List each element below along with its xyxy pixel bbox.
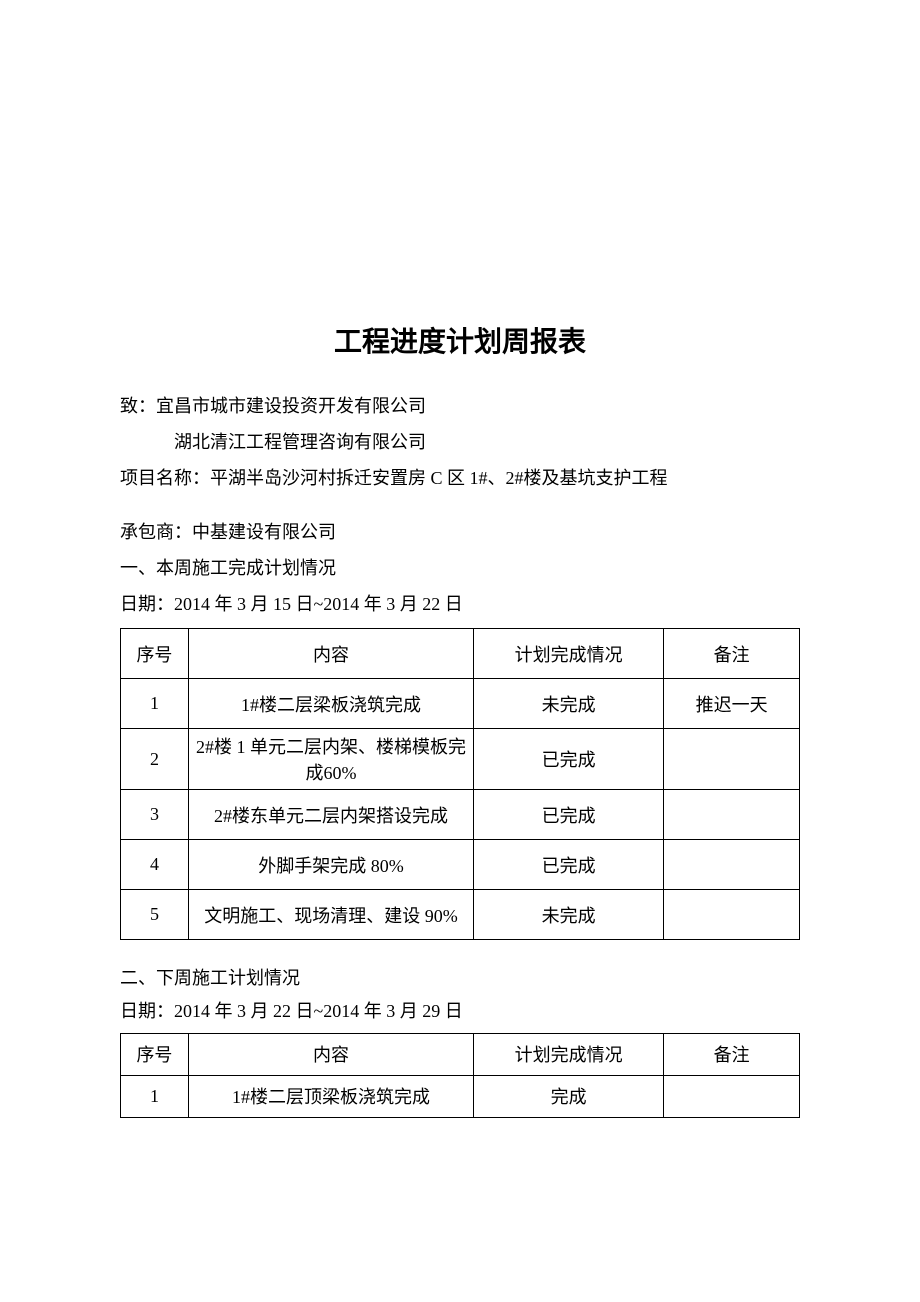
recipient-line-2: 湖北清江工程管理咨询有限公司 <box>120 424 800 460</box>
cell-status: 未完成 <box>474 890 664 940</box>
cell-seq: 3 <box>121 790 189 840</box>
col-header-status: 计划完成情况 <box>474 629 664 679</box>
col-header-content: 内容 <box>188 629 473 679</box>
section2-title: 二、下周施工计划情况 <box>120 964 800 993</box>
table-header-row: 序号 内容 计划完成情况 备注 <box>121 629 800 679</box>
contractor-label: 承包商： <box>120 522 192 542</box>
table-row: 1 1#楼二层梁板浇筑完成 未完成 推迟一天 <box>121 679 800 729</box>
cell-seq: 1 <box>121 1075 189 1117</box>
recipient-2: 湖北清江工程管理咨询有限公司 <box>174 432 426 452</box>
cell-content: 2#楼 1 单元二层内架、楼梯模板完成60% <box>188 729 473 790</box>
table-row: 2 2#楼 1 单元二层内架、楼梯模板完成60% 已完成 <box>121 729 800 790</box>
cell-note <box>664 729 800 790</box>
cell-note <box>664 840 800 890</box>
cell-note: 推迟一天 <box>664 679 800 729</box>
table-header-row: 序号 内容 计划完成情况 备注 <box>121 1033 800 1075</box>
page-title: 工程进度计划周报表 <box>120 320 800 360</box>
col-header-status: 计划完成情况 <box>474 1033 664 1075</box>
cell-seq: 4 <box>121 840 189 890</box>
col-header-note: 备注 <box>664 629 800 679</box>
contractor-name: 中基建设有限公司 <box>192 522 336 542</box>
cell-content: 1#楼二层顶梁板浇筑完成 <box>188 1075 473 1117</box>
col-header-seq: 序号 <box>121 1033 189 1075</box>
recipient-1: 宜昌市城市建设投资开发有限公司 <box>156 396 426 416</box>
table-next-week: 序号 内容 计划完成情况 备注 1 1#楼二层顶梁板浇筑完成 完成 <box>120 1033 800 1118</box>
col-header-seq: 序号 <box>121 629 189 679</box>
contractor-line: 承包商：中基建设有限公司 <box>120 514 800 550</box>
cell-note <box>664 890 800 940</box>
cell-status: 完成 <box>474 1075 664 1117</box>
project-name: 平湖半岛沙河村拆迁安置房 C 区 1#、2#楼及基坑支护工程 <box>210 468 668 488</box>
cell-seq: 2 <box>121 729 189 790</box>
table-row: 1 1#楼二层顶梁板浇筑完成 完成 <box>121 1075 800 1117</box>
section1-date: 日期：2014 年 3 月 15 日~2014 年 3 月 22 日 <box>120 586 800 622</box>
cell-seq: 1 <box>121 679 189 729</box>
table-this-week: 序号 内容 计划完成情况 备注 1 1#楼二层梁板浇筑完成 未完成 推迟一天 2… <box>120 628 800 940</box>
cell-status: 已完成 <box>474 790 664 840</box>
table-row: 3 2#楼东单元二层内架搭设完成 已完成 <box>121 790 800 840</box>
col-header-content: 内容 <box>188 1033 473 1075</box>
section2-date: 日期：2014 年 3 月 22 日~2014 年 3 月 29 日 <box>120 993 800 1029</box>
cell-content: 2#楼东单元二层内架搭设完成 <box>188 790 473 840</box>
project-line: 项目名称：平湖半岛沙河村拆迁安置房 C 区 1#、2#楼及基坑支护工程 <box>120 460 800 496</box>
cell-content: 文明施工、现场清理、建设 90% <box>188 890 473 940</box>
project-label: 项目名称： <box>120 468 210 488</box>
cell-seq: 5 <box>121 890 189 940</box>
cell-content: 1#楼二层梁板浇筑完成 <box>188 679 473 729</box>
col-header-note: 备注 <box>664 1033 800 1075</box>
cell-status: 已完成 <box>474 840 664 890</box>
cell-status: 未完成 <box>474 679 664 729</box>
section1-title: 一、本周施工完成计划情况 <box>120 550 800 586</box>
cell-note <box>664 1075 800 1117</box>
cell-content: 外脚手架完成 80% <box>188 840 473 890</box>
cell-note <box>664 790 800 840</box>
to-label: 致： <box>120 396 156 416</box>
recipient-line-1: 致：宜昌市城市建设投资开发有限公司 <box>120 388 800 424</box>
cell-status: 已完成 <box>474 729 664 790</box>
table-row: 5 文明施工、现场清理、建设 90% 未完成 <box>121 890 800 940</box>
table-row: 4 外脚手架完成 80% 已完成 <box>121 840 800 890</box>
